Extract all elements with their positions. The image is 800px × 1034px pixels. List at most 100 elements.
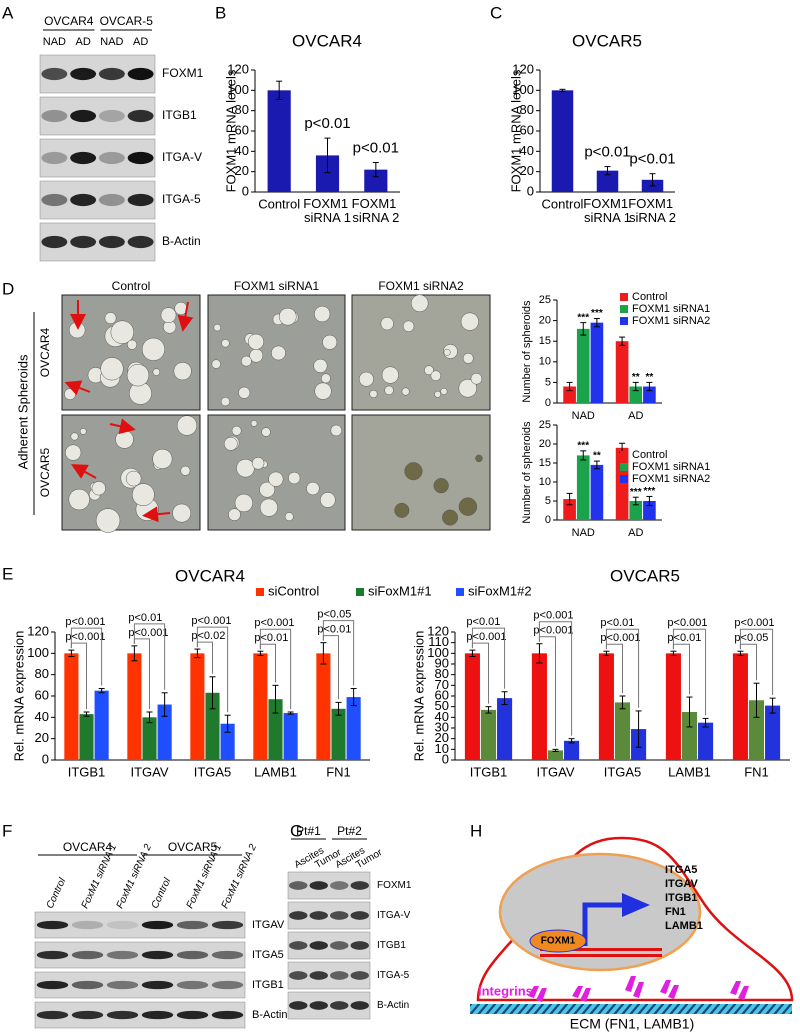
- spheroid: [141, 337, 165, 361]
- x-tick-label: NAD: [572, 410, 595, 422]
- legend-swatch: [620, 293, 628, 301]
- y-tick-label: 10: [435, 741, 449, 756]
- bar: [315, 155, 340, 192]
- bar: [331, 708, 346, 760]
- blot-band: [309, 911, 328, 920]
- blot-band: [36, 1010, 69, 1020]
- legend-swatch: [256, 588, 264, 596]
- blot-band: [106, 920, 139, 930]
- bar: [127, 653, 142, 760]
- bar: [643, 501, 656, 520]
- blot-band: [176, 980, 209, 990]
- spheroid: [180, 465, 191, 476]
- legend-swatch: [620, 317, 628, 325]
- blot-band: [141, 980, 174, 990]
- spheroid: [236, 458, 255, 478]
- blot-band: [211, 920, 244, 930]
- p-value: p<0.01: [667, 632, 701, 644]
- x-tick-label: Control: [542, 196, 584, 211]
- y-tick-label: 20: [539, 438, 551, 450]
- blot-band: [70, 67, 97, 81]
- spheroid: [261, 427, 271, 437]
- chart-title: OVCAR4: [175, 566, 245, 585]
- blot-band: [309, 881, 328, 890]
- blot-band: [289, 971, 308, 980]
- lane-label: NAD: [43, 36, 66, 48]
- spheroid: [211, 359, 221, 369]
- bar: [698, 722, 714, 760]
- x-tick-label: ITGB1: [470, 764, 508, 779]
- bar: [681, 712, 698, 760]
- legend-label: FOXM1 siRNA1: [632, 461, 710, 473]
- row-label: ITGA-V: [162, 150, 202, 164]
- x-tick-label: LAMB1: [254, 764, 297, 779]
- spheroid: [100, 357, 124, 381]
- x-tick-label: FN1: [326, 764, 351, 779]
- spheroid: [288, 471, 301, 485]
- spheroid: [314, 382, 332, 400]
- spheroid: [284, 512, 294, 522]
- p-value: p<0.05: [317, 609, 351, 621]
- annotation: ***: [577, 440, 589, 451]
- significance-bracket: [259, 628, 292, 709]
- x-tick-label: Control: [258, 196, 300, 211]
- column-label: FOXM1 siRNA1: [234, 279, 320, 293]
- p-value: p<0.001: [533, 610, 573, 622]
- p-value: p<0.001: [734, 617, 774, 629]
- arrow-head: [622, 893, 650, 917]
- y-tick-label: 30: [435, 719, 449, 734]
- bar: [283, 713, 298, 760]
- blot-band: [127, 235, 154, 249]
- blot-band: [141, 950, 174, 960]
- spheroid: [65, 444, 82, 461]
- spheroid: [125, 470, 142, 487]
- significance-bracket: [538, 621, 573, 736]
- spheroid: [401, 387, 410, 396]
- significance-bracket: [133, 623, 166, 690]
- annotation: p<0.01: [629, 151, 675, 168]
- y-tick-label: 80: [35, 666, 49, 681]
- legend-swatch: [620, 451, 628, 459]
- bar: [316, 653, 331, 760]
- y-tick-label: 80: [235, 102, 249, 117]
- bar: [547, 750, 564, 760]
- y-tick-label: 100: [27, 645, 49, 660]
- lane-label: AD: [133, 36, 148, 48]
- y-tick-label: 10: [539, 476, 551, 488]
- bar: [563, 499, 576, 520]
- group-label: Pt#2: [337, 824, 362, 838]
- y-tick-label: 0: [442, 751, 449, 766]
- blot-band: [350, 881, 369, 890]
- spheroid: [314, 305, 331, 323]
- legend-swatch: [356, 588, 364, 596]
- x-tick-label: ITGAV: [536, 764, 574, 779]
- p-value: p<0.001: [128, 627, 168, 639]
- blot-band: [41, 193, 68, 207]
- y-tick-label: 20: [520, 163, 534, 178]
- y-tick-label: 25: [539, 294, 551, 306]
- receptor-label: Integrins: [478, 983, 533, 998]
- x-tick-label: FOXM1 siRNA 2: [628, 196, 676, 225]
- spheroid: [475, 454, 483, 463]
- spheroid: [70, 432, 79, 441]
- spheroid: [68, 321, 86, 339]
- y-tick-label: 60: [435, 687, 449, 702]
- spheroid: [410, 294, 429, 313]
- spheroid: [79, 428, 87, 435]
- row-label: ITGA-V: [377, 910, 411, 921]
- y-tick-label: 20: [235, 163, 249, 178]
- y-tick-label: 60: [235, 122, 249, 137]
- spheroid: [381, 366, 399, 384]
- blot-band: [211, 950, 244, 960]
- lane-label: FoxM1 siRNA 2: [115, 842, 155, 910]
- spheroid: [462, 352, 474, 364]
- arrow: [71, 464, 97, 479]
- blot-band: [71, 980, 104, 990]
- row-label: FOXM1: [377, 880, 412, 891]
- y-tick-label: 100: [512, 82, 534, 97]
- x-tick-label: ITGB1: [68, 764, 106, 779]
- dna-strand: [540, 954, 662, 957]
- p-value: p<0.001: [65, 616, 105, 628]
- y-tick-label: 5: [545, 495, 551, 507]
- p-value: p<0.001: [191, 615, 231, 627]
